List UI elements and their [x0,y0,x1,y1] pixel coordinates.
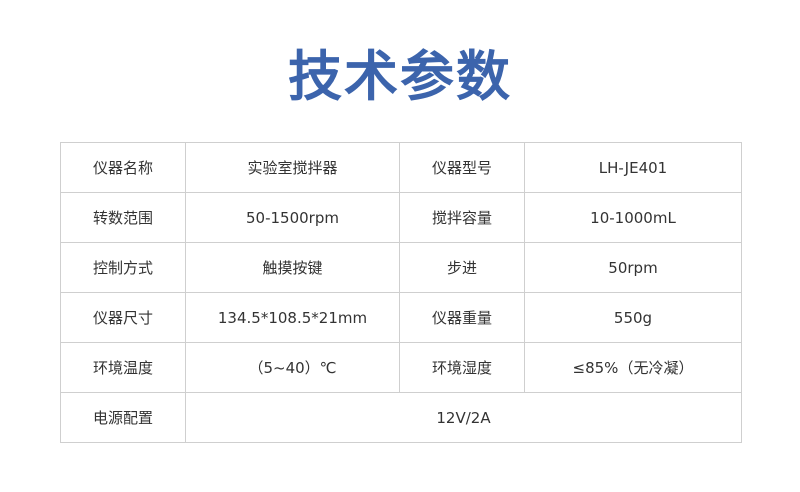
spec-label: 步进 [399,242,525,293]
table-row: 仪器尺寸 134.5*108.5*21mm 仪器重量 550g [60,292,742,343]
spec-label: 转数范围 [60,192,186,243]
spec-value: 50rpm [524,242,742,293]
spec-value: （5~40）℃ [185,342,400,393]
spec-label: 控制方式 [60,242,186,293]
spec-label: 环境湿度 [399,342,525,393]
spec-label: 环境温度 [60,342,186,393]
table-row: 控制方式 触摸按键 步进 50rpm [60,242,742,293]
spec-label: 仪器名称 [60,142,186,193]
table-row: 转数范围 50-1500rpm 搅拌容量 10-1000mL [60,192,742,243]
spec-value: 12V/2A [185,392,742,443]
spec-label: 仪器型号 [399,142,525,193]
page-title: 技术参数 [288,45,512,108]
table-row: 电源配置 12V/2A [60,392,742,443]
spec-value: 实验室搅拌器 [185,142,400,193]
spec-table: 仪器名称 实验室搅拌器 仪器型号 LH-JE401 转数范围 50-1500rpm 搅拌容量… [60,142,742,443]
spec-value: 触摸按键 [185,242,400,293]
table-row: 环境温度 （5~40）℃ 环境湿度 ≤85%（无冷凝） [60,342,742,393]
spec-value: 10-1000mL [524,192,742,243]
spec-value: 550g [524,292,742,343]
spec-label: 仪器尺寸 [60,292,186,343]
spec-label: 电源配置 [60,392,186,443]
spec-value: 50-1500rpm [185,192,400,243]
spec-value: LH-JE401 [524,142,742,193]
spec-label: 搅拌容量 [399,192,525,243]
spec-label: 仪器重量 [399,292,525,343]
spec-value: 134.5*108.5*21mm [185,292,400,343]
spec-value: ≤85%（无冷凝） [524,342,742,393]
table-row: 仪器名称 实验室搅拌器 仪器型号 LH-JE401 [60,142,742,193]
